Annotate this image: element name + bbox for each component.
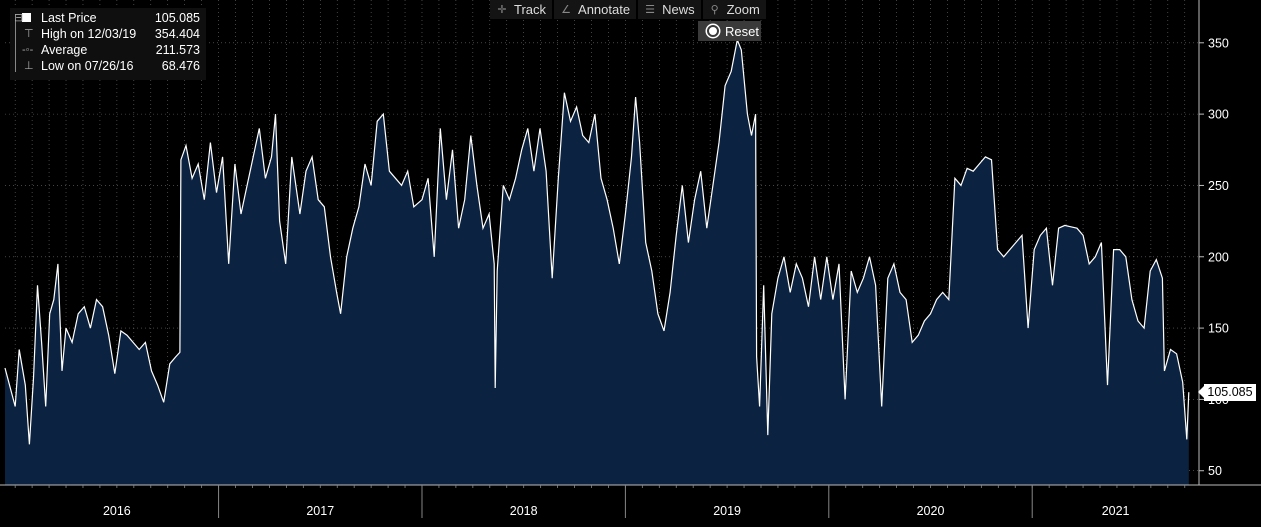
x-tick-label: 2020 — [917, 504, 945, 518]
legend-value: 105.085 — [154, 11, 200, 25]
x-tick-label: 2018 — [510, 504, 538, 518]
zoom-button[interactable]: ⚲ Zoom — [702, 0, 766, 19]
annotate-button[interactable]: ∠ Annotate — [554, 0, 637, 19]
x-tick-label: 2021 — [1102, 504, 1130, 518]
collapse-icon[interactable]: ⊟ — [14, 12, 24, 24]
y-tick-label: 350 — [1208, 36, 1229, 50]
legend-label: Last Price — [41, 11, 97, 25]
legend-label: Average — [41, 43, 88, 57]
price-area-fill — [5, 39, 1189, 486]
news-button[interactable]: ☰ News — [638, 0, 701, 19]
x-tick-label: 2019 — [713, 504, 741, 518]
x-tick-label: 2017 — [306, 504, 334, 518]
y-tick-label: 150 — [1208, 322, 1229, 336]
x-tick-label: 2016 — [103, 504, 131, 518]
crosshair-icon: ✛ — [497, 4, 507, 16]
price-line — [4, 37, 1190, 445]
zoom-label: Zoom — [726, 2, 760, 17]
reset-button[interactable]: Reset — [698, 21, 761, 41]
legend-row-high: ⊤ High on 12/03/19 354.404 — [10, 26, 206, 42]
high-marker-icon: ⊤ — [24, 28, 34, 40]
pencil-icon: ∠ — [561, 4, 571, 16]
legend-tree-line — [15, 20, 16, 72]
news-label: News — [662, 2, 695, 17]
legend-label: High on 12/03/19 — [41, 27, 137, 41]
last-price-tag: 105.085 — [1198, 384, 1256, 401]
track-label: Track — [514, 2, 547, 17]
legend-row-average: -◦- Average 211.573 — [10, 42, 206, 58]
magnifier-icon: ⚲ — [710, 4, 719, 16]
legend-panel: ⊟ Last Price 105.085 ⊤ High on 12/03/19 … — [10, 8, 206, 80]
y-tick-label: 50 — [1208, 464, 1222, 478]
reset-label: Reset — [725, 23, 759, 39]
legend-row-last-price[interactable]: ⊟ Last Price 105.085 — [10, 10, 206, 26]
legend-value: 68.476 — [161, 59, 200, 73]
track-button[interactable]: ✛ Track — [490, 0, 553, 19]
y-tick-label: 200 — [1208, 250, 1229, 264]
legend-label: Low on 07/26/16 — [41, 59, 134, 73]
legend-value: 354.404 — [154, 27, 200, 41]
annotate-label: Annotate — [578, 2, 631, 17]
chart-toolbar: ✛ Track ∠ Annotate ☰ News ⚲ Zoom — [490, 0, 766, 19]
series-swatch — [22, 13, 31, 22]
average-marker-icon: -◦- — [22, 44, 34, 56]
y-tick-label: 300 — [1208, 108, 1229, 122]
y-tick-label: 250 — [1208, 179, 1229, 193]
legend-row-low: ⊥ Low on 07/26/16 68.476 — [10, 58, 206, 74]
news-icon: ☰ — [645, 4, 656, 16]
low-marker-icon: ⊥ — [24, 60, 34, 72]
reset-icon — [707, 25, 719, 37]
legend-value: 211.573 — [155, 43, 200, 57]
